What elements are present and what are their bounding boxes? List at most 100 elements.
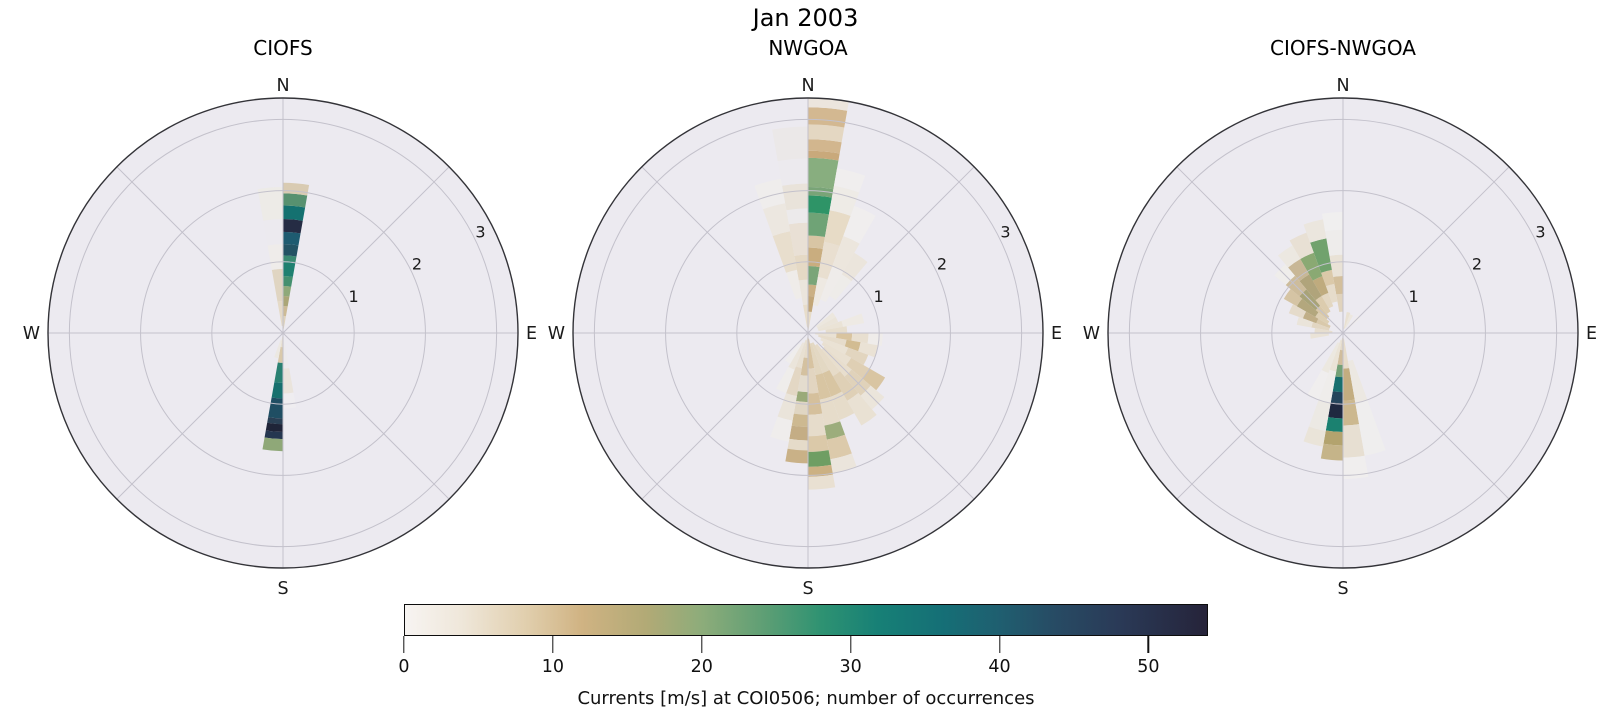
- rose-bars: [1274, 211, 1386, 479]
- rose-wedge-segment: [808, 284, 817, 297]
- rose-wedge-segment: [1325, 417, 1343, 432]
- rose-wedge-segment: [1318, 369, 1337, 404]
- compass-label-east: E: [1586, 324, 1597, 344]
- rose-wedge-segment: [800, 357, 808, 376]
- rose-wedge-segment: [824, 210, 851, 247]
- angular-gridline: [641, 166, 809, 334]
- figure-suptitle: Jan 2003: [752, 4, 859, 32]
- compass-label-east: E: [526, 324, 537, 344]
- polar-grid: [573, 98, 1043, 568]
- compass-label-north: N: [1336, 76, 1349, 96]
- rose-wedge-segment: [815, 343, 841, 377]
- rose-wedge-segment: [1308, 399, 1331, 432]
- rose-wedge-segment: [808, 413, 826, 437]
- rose-wedge-segment: [782, 183, 808, 211]
- polar-grid: [1108, 98, 1578, 568]
- rose-wedge-segment: [818, 320, 844, 332]
- polar-rose-chart-ciofs-nwgoa: 1 2 3 N S E W: [1083, 76, 1597, 599]
- colorbar-tick-label: 50: [1137, 657, 1160, 677]
- rose-wedge-segment: [794, 254, 808, 281]
- rose-wedge-segment: [808, 235, 825, 249]
- colorbar-gradient: [404, 604, 1208, 636]
- radial-tick-label: 1: [1408, 287, 1418, 306]
- rose-wedge-segment: [826, 434, 852, 460]
- rose-wedge-segment: [1288, 304, 1306, 319]
- rose-wedge-segment: [851, 333, 869, 344]
- compass-label-south: S: [1337, 579, 1348, 599]
- rose-wedge-segment: [817, 241, 840, 280]
- rose-wedge-segment: [283, 286, 292, 297]
- rose-wedge-segment: [808, 434, 829, 452]
- rose-wedge-segment: [788, 222, 808, 256]
- rose-wedge-segment: [833, 168, 866, 193]
- rose-wedge-segment: [808, 139, 842, 154]
- rose-wedge-segment: [1343, 424, 1365, 458]
- rose-wedge-segment: [1347, 359, 1368, 404]
- compass-label-west: W: [23, 324, 40, 344]
- rose-wedge-segment: [832, 235, 860, 272]
- colorbar-tick: [849, 636, 852, 653]
- rose-wedge-segment: [1355, 399, 1386, 456]
- rose-wedge-segment: [1310, 238, 1332, 273]
- rose-wedge-segment: [808, 295, 815, 312]
- rose-wedge-segment: [1312, 276, 1329, 296]
- subplot-title-ciofs-nwgoa: CIOFS-NWGOA: [1270, 36, 1416, 60]
- colorbar-tick: [403, 636, 405, 653]
- rose-wedge-segment: [1344, 314, 1353, 329]
- rose-wedge-segment: [264, 430, 283, 440]
- angular-gridline: [116, 166, 284, 334]
- rose-wedge-segment: [808, 450, 832, 467]
- rose-wedge-segment: [808, 124, 845, 143]
- colorbar-tick-label: 20: [690, 657, 713, 677]
- radial-tick-label: 3: [475, 222, 485, 241]
- rose-wedge-segment: [832, 371, 859, 401]
- rose-wedge-segment: [786, 366, 802, 397]
- colorbar-label: Currents [m/s] at COI0506; number of occ…: [577, 688, 1035, 709]
- rose-wedge-segment: [797, 375, 808, 393]
- rose-wedge-segment: [787, 438, 808, 451]
- polar-grid: [48, 98, 518, 568]
- rose-wedge-segment: [1311, 322, 1330, 331]
- rose-wedge-segment: [858, 342, 879, 358]
- rose-wedge-segment: [1337, 349, 1343, 366]
- rose-wedge-segment: [831, 391, 855, 420]
- rose-wedge-segment: [1299, 274, 1322, 301]
- rose-wedge-segment: [819, 396, 841, 426]
- rose-wedge-segment: [812, 276, 828, 307]
- rose-wedge-segment: [1323, 430, 1343, 446]
- rose-wedge-segment: [1315, 312, 1330, 325]
- axes-outline: [572, 97, 1044, 569]
- colorbar-tick-label: 30: [839, 657, 862, 677]
- rose-wedge-segment: [808, 212, 829, 237]
- radial-tick-label: 1: [873, 287, 883, 306]
- rose-wedge-segment: [283, 295, 290, 307]
- compass-label-west: W: [1083, 324, 1100, 344]
- rose-wedge-segment: [1314, 328, 1333, 333]
- rose-wedge-segment: [1325, 229, 1343, 256]
- angular-gridline: [1176, 332, 1344, 500]
- angular-gridline: [1342, 332, 1510, 500]
- rose-wedge-segment: [796, 391, 808, 403]
- rose-wedge-segment: [1333, 276, 1343, 295]
- rose-wedge-segment: [811, 342, 830, 374]
- rose-wedge-segment: [274, 339, 282, 359]
- compass-label-north: N: [276, 76, 289, 96]
- rose-wedge-segment: [1321, 292, 1334, 309]
- colorbar-tick: [998, 636, 1001, 653]
- rose-wedge-segment: [820, 266, 844, 303]
- rose-wedge-segment: [844, 339, 861, 352]
- rose-wedge-segment: [829, 274, 852, 301]
- rose-wedge-segment: [1315, 296, 1331, 314]
- rose-wedge-segment: [274, 362, 283, 383]
- rose-wedge-segment: [267, 243, 283, 270]
- rose-wedge-segment: [786, 269, 802, 300]
- rose-wedge-segment: [283, 255, 297, 263]
- rose-wedge-segment: [1329, 339, 1342, 372]
- rose-wedge-segment: [770, 416, 793, 442]
- compass-label-north: N: [801, 76, 814, 96]
- rose-wedge-segment: [845, 347, 869, 366]
- rose-wedge-segment: [798, 279, 808, 305]
- rose-wedge-segment: [847, 393, 877, 426]
- rose-wedge-segment: [1325, 283, 1338, 303]
- angular-gridline: [807, 332, 975, 500]
